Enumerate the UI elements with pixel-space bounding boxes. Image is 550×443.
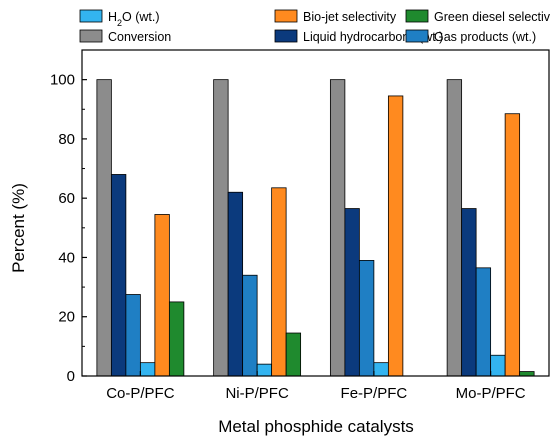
bar xyxy=(271,187,287,377)
bar xyxy=(168,301,185,377)
y-tick-label: 0 xyxy=(67,368,75,385)
bar xyxy=(504,113,521,377)
bar xyxy=(96,79,112,377)
bar xyxy=(490,354,506,377)
y-tick-label: 20 xyxy=(58,309,75,326)
bar xyxy=(387,95,404,377)
plot-frame xyxy=(81,49,550,377)
legend-label: Conversion xyxy=(108,30,171,44)
x-tick-label: Mo-P/PFC xyxy=(456,385,526,402)
bar xyxy=(227,191,244,377)
legend: H2O (wt.) Bio-jet selectivity Green diesel… xyxy=(79,9,550,44)
bar xyxy=(213,79,229,377)
bar xyxy=(139,362,156,377)
bar xyxy=(125,294,141,377)
bar xyxy=(446,79,463,377)
bar xyxy=(475,267,492,377)
legend-label: Gas products (wt.) xyxy=(434,30,536,44)
bars xyxy=(96,79,535,377)
legend-swatch xyxy=(405,9,429,23)
bar xyxy=(461,208,477,377)
bar xyxy=(344,208,360,377)
legend-swatch xyxy=(405,29,429,43)
axes: 0 20 40 60 80 100 Co-P/PFC Ni-P/PFC Fe-P/PFC Mo-P… xyxy=(50,49,550,402)
bar xyxy=(373,362,389,377)
y-tick-label: 40 xyxy=(58,249,75,266)
legend-label: H2O (wt.) xyxy=(108,10,160,28)
x-axis-title: Metal phosphide catalysts xyxy=(218,417,414,436)
bar xyxy=(256,363,273,377)
bar xyxy=(519,371,535,377)
bar xyxy=(110,174,127,377)
bar xyxy=(242,274,258,377)
legend-swatch xyxy=(79,9,103,23)
y-tick-label: 80 xyxy=(58,131,75,148)
y-tick-label: 60 xyxy=(58,190,75,207)
bar xyxy=(154,214,170,377)
x-tick-label: Ni-P/PFC xyxy=(225,385,289,402)
bar xyxy=(285,332,302,377)
legend-label: Green diesel selectivity xyxy=(434,10,550,24)
x-tick-label: Fe-P/PFC xyxy=(341,385,408,402)
y-tick-label: 100 xyxy=(50,72,75,89)
legend-swatch xyxy=(274,29,298,43)
legend-swatch xyxy=(274,9,298,23)
bar xyxy=(358,260,375,377)
bar xyxy=(329,79,346,377)
y-axis-title: Percent (%) xyxy=(9,183,28,273)
x-tick-label: Co-P/PFC xyxy=(106,385,175,402)
legend-label: Bio-jet selectivity xyxy=(303,10,397,24)
legend-swatch xyxy=(79,29,103,43)
